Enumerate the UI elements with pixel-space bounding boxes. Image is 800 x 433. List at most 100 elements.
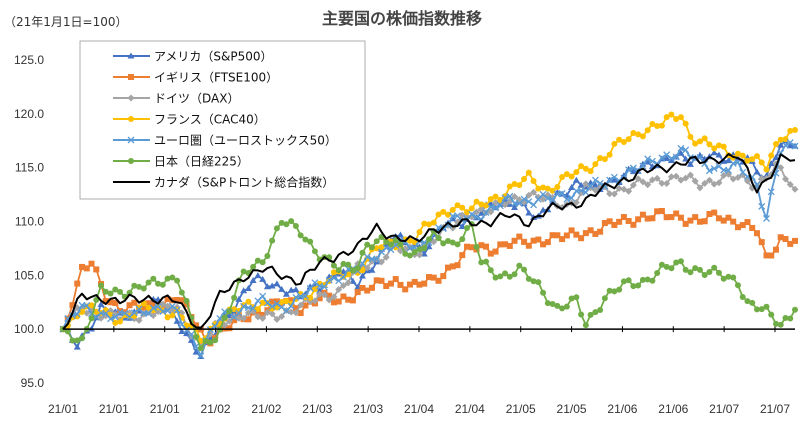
data-point xyxy=(354,269,361,276)
data-point xyxy=(501,201,509,209)
data-point xyxy=(673,259,680,266)
data-point xyxy=(69,337,76,344)
data-point xyxy=(178,289,185,296)
data-point xyxy=(758,159,765,166)
data-point xyxy=(127,52,135,59)
data-point xyxy=(79,263,86,270)
data-point xyxy=(426,236,432,243)
data-point xyxy=(715,151,723,158)
data-point xyxy=(240,314,248,322)
data-point xyxy=(335,298,342,305)
data-point xyxy=(496,202,504,210)
data-point xyxy=(330,262,337,269)
data-point xyxy=(672,172,680,180)
data-point xyxy=(121,309,129,317)
data-point xyxy=(730,218,737,225)
data-point xyxy=(658,208,665,215)
x-axis: 21/01 21/01 21/01 21/02 21/02 21/03 21/03 21/04… xyxy=(48,326,790,416)
data-point xyxy=(744,298,751,305)
data-point xyxy=(245,316,252,323)
data-point xyxy=(145,304,152,311)
data-point xyxy=(145,310,153,318)
data-point xyxy=(639,160,647,167)
data-point xyxy=(521,238,528,245)
data-point xyxy=(83,301,91,309)
data-point xyxy=(136,304,143,311)
data-point xyxy=(273,298,280,305)
data-point xyxy=(767,160,775,167)
data-point xyxy=(473,208,481,216)
data-point xyxy=(102,298,109,305)
data-point xyxy=(231,294,238,301)
y-tick-label: 110.0 xyxy=(15,215,44,229)
data-point xyxy=(335,277,343,285)
data-point xyxy=(382,253,390,261)
data-point xyxy=(772,320,779,327)
data-point xyxy=(630,129,637,136)
data-point xyxy=(582,180,590,188)
data-point xyxy=(130,309,138,317)
data-point xyxy=(297,232,304,239)
data-point xyxy=(658,154,666,162)
data-point xyxy=(292,222,299,229)
data-point xyxy=(287,286,295,293)
data-point xyxy=(435,235,442,242)
data-point xyxy=(301,292,309,300)
data-point xyxy=(682,120,689,127)
data-point xyxy=(392,276,399,283)
data-point xyxy=(525,198,533,206)
data-point xyxy=(549,187,556,194)
data-point xyxy=(511,237,518,244)
data-point xyxy=(701,218,708,225)
data-point xyxy=(730,274,737,281)
data-point xyxy=(183,297,190,304)
data-point xyxy=(73,343,81,350)
data-point xyxy=(354,289,361,296)
data-point xyxy=(654,122,661,129)
data-point xyxy=(302,302,309,309)
data-point xyxy=(131,299,138,306)
data-point xyxy=(478,259,485,266)
data-point xyxy=(587,227,594,234)
data-point xyxy=(620,214,627,221)
data-point xyxy=(136,283,143,290)
data-point xyxy=(691,177,699,185)
data-point xyxy=(473,243,480,250)
data-point xyxy=(282,290,290,297)
data-point xyxy=(511,180,518,187)
data-point xyxy=(616,218,623,225)
data-point xyxy=(273,315,281,323)
data-point xyxy=(149,304,157,312)
data-point xyxy=(644,155,652,163)
data-point xyxy=(202,338,209,345)
data-point xyxy=(231,317,238,324)
data-point xyxy=(468,244,475,251)
data-point xyxy=(421,280,428,287)
data-point xyxy=(183,330,191,337)
data-point xyxy=(140,300,147,307)
data-point xyxy=(597,155,604,162)
data-point xyxy=(720,143,727,150)
data-point xyxy=(596,179,604,187)
data-point xyxy=(734,224,741,231)
data-point xyxy=(559,305,566,312)
data-point xyxy=(758,175,766,183)
data-point xyxy=(787,240,794,247)
data-point xyxy=(606,190,614,198)
data-point xyxy=(578,163,585,170)
y-tick-label: 115.0 xyxy=(15,161,44,175)
data-point xyxy=(763,303,770,310)
data-point xyxy=(502,270,509,277)
data-point xyxy=(492,204,500,212)
data-point xyxy=(292,309,300,317)
data-point xyxy=(97,300,105,307)
data-point xyxy=(459,204,466,211)
data-point xyxy=(739,152,746,159)
data-point xyxy=(625,277,632,284)
data-point xyxy=(530,237,537,244)
data-point xyxy=(711,264,718,271)
data-point xyxy=(606,176,614,184)
data-point xyxy=(320,291,328,299)
data-point xyxy=(93,296,100,303)
data-point xyxy=(250,263,257,270)
